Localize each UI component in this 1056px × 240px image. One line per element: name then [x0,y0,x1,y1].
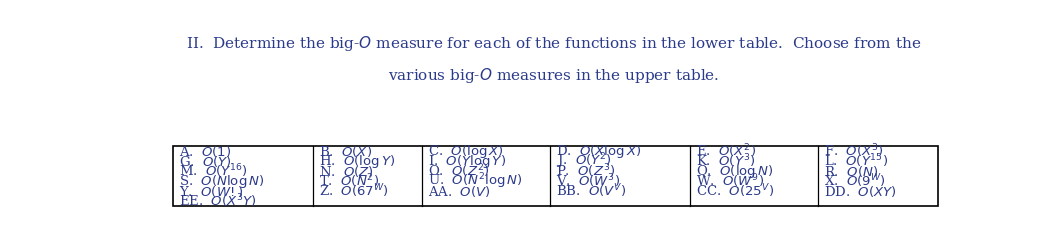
Text: EE.  $O(X^3Y)$: EE. $O(X^3Y)$ [180,192,258,210]
Text: K.  $O(Y^3)$: K. $O(Y^3)$ [696,152,755,170]
Text: W.  $O(W^9)$: W. $O(W^9)$ [696,172,765,190]
Text: L.  $O(Y^{15})$: L. $O(Y^{15})$ [825,152,888,170]
Text: Z.  $O(67^W)$: Z. $O(67^W)$ [319,182,390,200]
Text: Y.  $O(W!)$: Y. $O(W!)$ [180,184,244,199]
Text: C.  $O(\log X)$: C. $O(\log X)$ [428,143,504,160]
Text: BB.  $O(V^V)$: BB. $O(V^V)$ [557,182,626,200]
Text: B.  $O(X)$: B. $O(X)$ [319,144,373,159]
Text: P.  $O(Z^3)$: P. $O(Z^3)$ [557,162,616,180]
Text: I.  $O(Y\log Y)$: I. $O(Y\log Y)$ [428,153,506,170]
Text: DD.  $O(XY)$: DD. $O(XY)$ [825,184,897,199]
Text: T.  $O(N^2)$: T. $O(N^2)$ [319,172,379,190]
Text: various big-$O$ measures in the upper table.: various big-$O$ measures in the upper ta… [388,66,719,85]
Text: U.  $O(N^2\log N)$: U. $O(N^2\log N)$ [428,171,523,191]
Text: G.  $O(Y)$: G. $O(Y)$ [180,154,232,169]
Text: R.  $O(N)$: R. $O(N)$ [825,164,879,179]
Text: E.  $O(X^2)$: E. $O(X^2)$ [696,142,756,160]
Text: AA.  $O(V)$: AA. $O(V)$ [428,184,491,199]
Bar [173,146,938,206]
Text: J.  $O(Y^2)$: J. $O(Y^2)$ [557,151,612,171]
Text: A.  $O(1)$: A. $O(1)$ [180,144,231,159]
Text: II.  Determine the big-$O$ measure for each of the functions in the lower table.: II. Determine the big-$O$ measure for ea… [186,34,921,53]
Text: D.  $O(X\log X)$: D. $O(X\log X)$ [557,143,642,160]
Text: V.  $O(W^3)$: V. $O(W^3)$ [557,172,620,190]
Text: X.  $O(9^W)$: X. $O(9^W)$ [825,172,886,190]
Text: N.  $O(Z)$: N. $O(Z)$ [319,164,374,179]
Text: CC.  $O(25^V)$: CC. $O(25^V)$ [696,182,774,200]
Text: O.  $O(Z^2)$: O. $O(Z^2)$ [428,162,489,180]
Text: S.  $O(N\log N)$: S. $O(N\log N)$ [180,173,265,190]
Text: Q.  $O(\log N)$: Q. $O(\log N)$ [696,163,773,180]
Text: F.  $O(X^3)$: F. $O(X^3)$ [825,142,884,160]
Text: H.  $O(\log Y)$: H. $O(\log Y)$ [319,153,396,170]
Text: M.  $O(Y^{16})$: M. $O(Y^{16})$ [180,162,248,180]
